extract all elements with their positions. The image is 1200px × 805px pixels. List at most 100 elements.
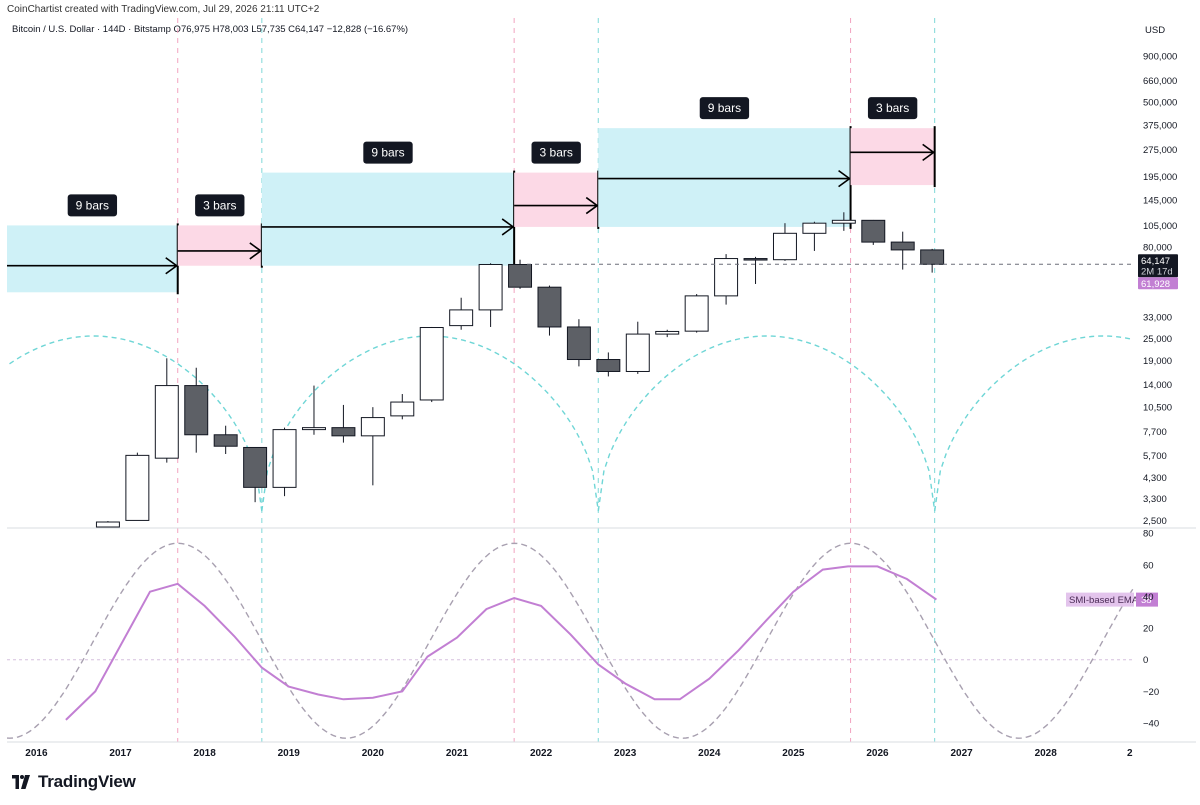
candle (714, 254, 739, 305)
candle (890, 231, 915, 270)
candle (390, 394, 415, 420)
candle-body (566, 326, 591, 361)
time-tick-label: 2025 (782, 748, 805, 759)
candle-body (154, 385, 179, 459)
candle (743, 256, 768, 284)
candle-body (331, 427, 356, 437)
cycle-box-label: 9 bars (76, 198, 109, 212)
price-tick-label: 375,000 (1143, 120, 1177, 131)
time-tick-label: 2016 (25, 748, 48, 759)
price-tick-label: 7,700 (1143, 427, 1167, 438)
time-tick-label: 2022 (530, 748, 553, 759)
time-tick-label: 2 (1127, 748, 1133, 759)
nine-bar-box (261, 172, 515, 266)
cycle-boxes (7, 126, 936, 295)
candle-body (302, 427, 326, 431)
time-tick-label: 2027 (950, 748, 973, 759)
candle (772, 223, 797, 261)
tradingview-logo-icon (12, 775, 30, 789)
candle-body (360, 417, 385, 437)
price-tick-label: 145,000 (1143, 195, 1177, 206)
candles (95, 212, 945, 528)
tradingview-logo[interactable]: TradingView (10, 772, 136, 792)
time-axis: 2016 2017 2018 2019 2020 2021 2022 2023 2024 2025… (25, 748, 1133, 759)
smi-pane: SMI-based EMA 38 80 60 40 20 0 −20 −40 (6, 529, 1159, 739)
candle-body (920, 249, 945, 265)
nine-bar-box (598, 128, 851, 227)
cycle-box-label-bg (363, 141, 413, 164)
time-tick-label: 2019 (278, 748, 301, 759)
candle-body (390, 401, 415, 417)
candle (154, 358, 179, 463)
candle (243, 446, 268, 503)
candle (625, 321, 650, 374)
candle-body (419, 327, 444, 401)
candle-body (890, 241, 915, 251)
cycle-box-label-bg (699, 97, 750, 120)
cycle-arrowhead (249, 242, 263, 260)
cycle-box-label-bg (195, 194, 245, 217)
time-tick-label: 2020 (362, 748, 385, 759)
time-tick-label: 2023 (614, 748, 637, 759)
cycle-box-label: 3 bars (203, 198, 236, 212)
candle (95, 521, 120, 528)
cycle-box-label: 9 bars (708, 101, 741, 115)
symbol-ohlc-legend[interactable]: Bitcoin / U.S. Dollar · 144D · Bitstamp … (12, 24, 409, 35)
price-tick-label: 25,000 (1143, 334, 1172, 345)
smi-tick-label: 20 (1143, 624, 1154, 635)
candle-body (802, 222, 827, 234)
time-tick-label: 2028 (1035, 748, 1058, 759)
candle-body (272, 429, 297, 488)
cycle-arc (9, 335, 263, 512)
candle-body (625, 333, 650, 372)
price-tick-label: 660,000 (1143, 76, 1177, 87)
cycle-arrowhead (165, 257, 179, 275)
candle-body (449, 309, 474, 327)
smi-legend-badge (1066, 592, 1134, 607)
price-tick-label: 33,000 (1143, 312, 1172, 323)
smi-tick-label: 0 (1143, 655, 1148, 666)
smi-legend-name: SMI-based EMA (1069, 595, 1139, 606)
price-tick-label: 5,700 (1143, 451, 1167, 462)
candle-body (243, 446, 268, 488)
cycle-box-label: 3 bars (540, 146, 573, 160)
cycle-box-label: 9 bars (371, 146, 404, 160)
candle-body (213, 434, 238, 447)
cycle-box-label: 3 bars (876, 101, 909, 115)
price-tick-label: 105,000 (1143, 221, 1177, 232)
candle (596, 352, 621, 377)
candle-body (831, 219, 856, 224)
smi-tick-label: 60 (1143, 560, 1154, 571)
cycle-projection-line (6, 542, 1135, 739)
candle (302, 385, 326, 435)
candle (508, 259, 533, 289)
price-axis-currency: USD (1145, 25, 1166, 36)
smi-ema-line (65, 565, 937, 721)
cycle-box-labels: 9 bars 3 bars 9 bars 3 bars 9 bars 3 bars (67, 97, 918, 217)
last-price-value: 64,147 (1141, 256, 1170, 267)
candle-body (537, 286, 562, 328)
cycle-arrowhead (585, 196, 599, 215)
price-tick-label: 4,300 (1143, 473, 1167, 484)
price-axis: 900,000 660,000 500,000 375,000 275,000 195,0… (7, 51, 1196, 743)
price-tick-label: 19,000 (1143, 356, 1172, 367)
candle-body (95, 521, 120, 528)
candle (213, 425, 238, 454)
smi-tick-label: −20 (1143, 687, 1159, 698)
price-tick-label: 900,000 (1143, 51, 1177, 62)
tradingview-wordmark: TradingView (38, 772, 136, 791)
candle (419, 326, 444, 403)
cycle-box-label-bg (67, 194, 118, 217)
price-tick-label: 275,000 (1143, 145, 1177, 156)
candle (802, 221, 827, 251)
candle (655, 329, 680, 338)
price-tick-label: 14,000 (1143, 380, 1172, 391)
smi-value-badge (1136, 592, 1158, 607)
time-tick-label: 2021 (446, 748, 469, 759)
price-tick-label: 195,000 (1143, 172, 1177, 183)
candle (184, 367, 209, 453)
cycle-box-label-bg (867, 97, 918, 120)
candle-body (655, 330, 680, 335)
three-bar-box (177, 225, 262, 266)
